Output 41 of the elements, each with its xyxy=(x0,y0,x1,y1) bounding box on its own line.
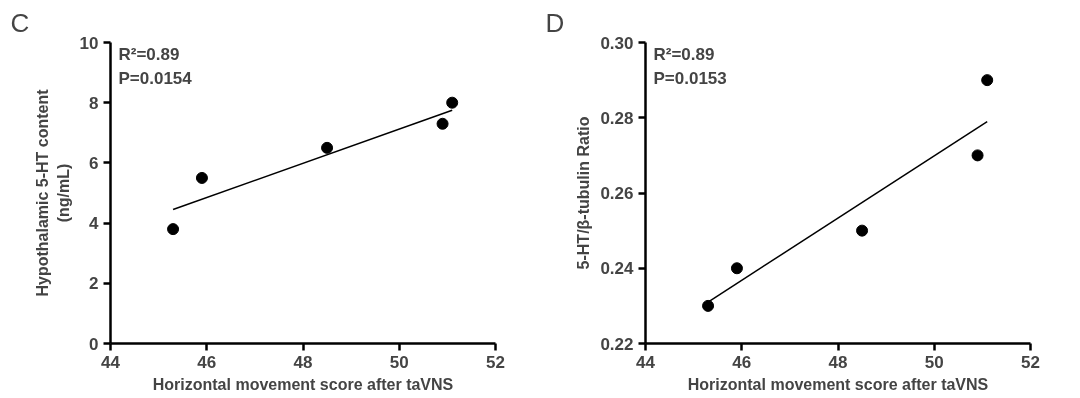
point xyxy=(971,149,984,162)
x-tick-label: 46 xyxy=(197,352,217,372)
point xyxy=(856,224,869,237)
point xyxy=(446,96,459,109)
point xyxy=(167,223,180,236)
annotation: R²=0.89 xyxy=(118,44,180,64)
y-tick-label: 0.30 xyxy=(600,33,634,53)
y-tick-label: 4 xyxy=(89,214,100,234)
x-tick-label: 52 xyxy=(486,352,505,372)
point xyxy=(321,141,334,154)
y-tick-label: 0.28 xyxy=(600,108,634,128)
y-tick-label: 0.22 xyxy=(600,334,634,354)
point xyxy=(436,117,449,130)
y-tick-label: 0.24 xyxy=(600,259,635,279)
x-tick-label: 46 xyxy=(732,352,752,372)
y-tick-label: 0.26 xyxy=(600,184,634,203)
point xyxy=(730,262,743,275)
x-axis-title: Horizontal movement score after taVNS xyxy=(152,375,454,393)
annotation: R²=0.89 xyxy=(653,44,715,64)
chart-title: C xyxy=(10,7,30,38)
y-axis-title: Hypothalamic 5-HT content (ng/mL) xyxy=(34,88,72,297)
annotation: P=0.0153 xyxy=(653,68,727,88)
point xyxy=(981,74,994,87)
x-tick-label: 50 xyxy=(924,352,944,372)
x-tick-label: 50 xyxy=(389,352,409,372)
chart-title: D xyxy=(545,7,565,38)
y-tick-label: 2 xyxy=(89,274,99,294)
x-tick-label: 48 xyxy=(828,352,848,372)
y-axis-title: 5-HT/β-tubulin Ratio xyxy=(575,116,593,270)
point xyxy=(195,171,208,184)
y-tick-label: 0 xyxy=(89,334,99,354)
annotation: P=0.0154 xyxy=(118,68,193,88)
x-tick-label: 44 xyxy=(101,352,121,372)
y-tick-label: 10 xyxy=(79,33,99,53)
x-tick-label: 44 xyxy=(636,352,656,372)
x-tick-label: 48 xyxy=(293,352,313,372)
y-tick-label: 6 xyxy=(89,153,99,173)
x-axis-title: Horizontal movement score after taVNS xyxy=(687,375,989,393)
point xyxy=(702,299,715,312)
y-tick-label: 8 xyxy=(89,93,99,113)
x-tick-label: 52 xyxy=(1021,352,1040,372)
